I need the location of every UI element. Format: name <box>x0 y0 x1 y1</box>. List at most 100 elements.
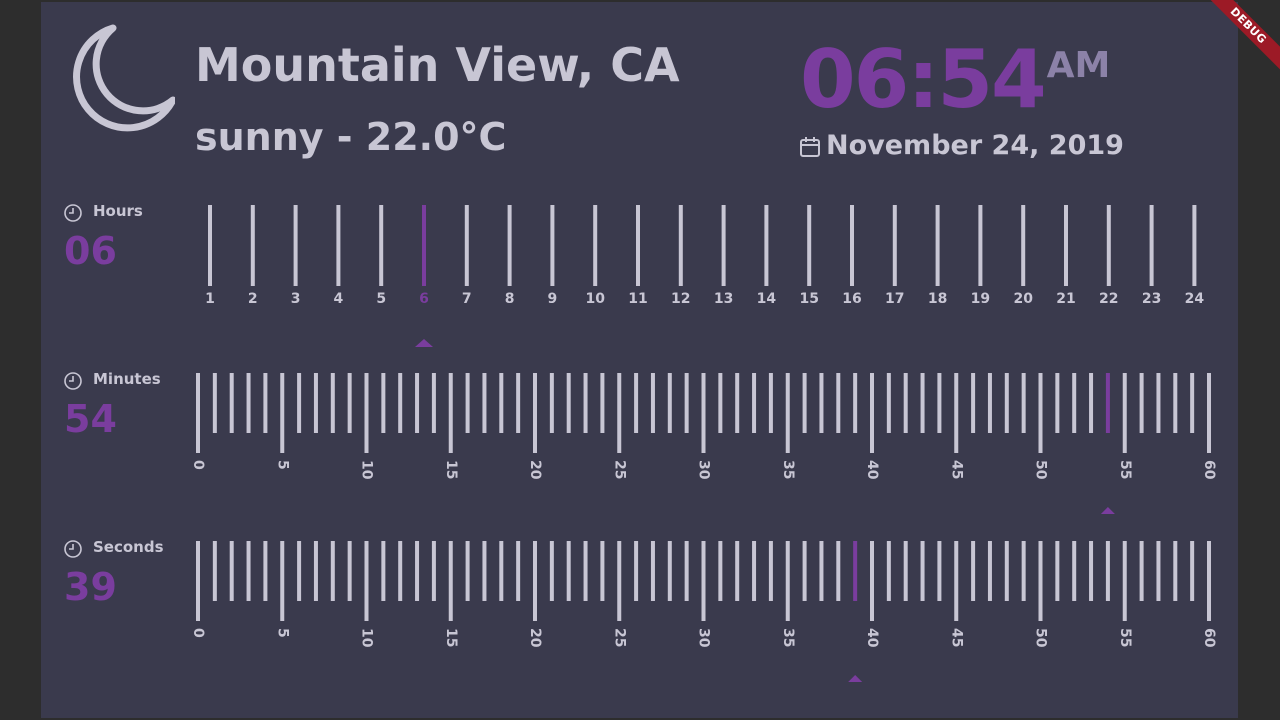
second-tick <box>886 541 891 601</box>
second-tick <box>634 541 639 601</box>
hour-tick <box>678 205 683 286</box>
second-tick <box>718 541 723 601</box>
hour-tick-label: 5 <box>376 291 386 307</box>
minute-tick <box>718 373 723 433</box>
second-tick <box>1173 541 1178 601</box>
second-major-tick <box>954 541 959 621</box>
second-tick <box>1089 541 1094 601</box>
second-tick <box>802 541 807 601</box>
second-tick <box>667 541 672 601</box>
minute-tick <box>1089 373 1094 433</box>
minute-tick <box>229 373 234 433</box>
second-tick <box>1190 541 1195 601</box>
second-major-tick <box>1038 541 1043 621</box>
hour-tick <box>1192 205 1197 286</box>
second-major-tick <box>448 541 453 621</box>
minute-major-tick <box>364 373 369 453</box>
hour-tick <box>336 205 341 286</box>
location-title: Mountain View, CA <box>195 38 680 92</box>
hour-tick <box>293 205 298 286</box>
second-tick-label: 0 <box>190 628 206 638</box>
hour-tick-label: 7 <box>462 291 472 307</box>
minute-tick <box>465 373 470 433</box>
hour-tick-label: 14 <box>757 291 777 307</box>
second-major-tick <box>785 541 790 621</box>
minute-tick-label: 40 <box>864 460 880 480</box>
hour-tick-label: 19 <box>971 291 990 307</box>
hour-tick-label: 18 <box>928 291 947 307</box>
minute-tick-label: 35 <box>780 460 796 479</box>
second-tick <box>853 541 858 601</box>
second-tick <box>212 541 217 601</box>
minute-tick <box>263 373 268 433</box>
minute-tick <box>735 373 740 433</box>
hour-tick <box>935 205 940 286</box>
minute-tick <box>768 373 773 433</box>
second-tick <box>415 541 420 601</box>
hour-tick-label: 11 <box>628 291 647 307</box>
hour-tick <box>1149 205 1154 286</box>
hours-ruler: 1 2 3 4 5 6 7 8 9 10 11 12 13 14 15 16 17 18 19 20 21 22 23 24 <box>205 205 1204 347</box>
hour-tick-label: 13 <box>714 291 733 307</box>
hours-value: 06 <box>64 229 117 273</box>
second-tick <box>347 541 352 601</box>
second-major-tick <box>364 541 369 621</box>
hour-tick-label: 17 <box>885 291 904 307</box>
second-tick-label: 15 <box>443 628 459 647</box>
second-tick <box>482 541 487 601</box>
hour-tick <box>892 205 897 286</box>
second-tick <box>836 541 841 601</box>
minute-major-tick <box>870 373 874 453</box>
minute-tick <box>415 373 420 433</box>
second-tick-label: 5 <box>274 628 290 638</box>
hour-tick-label: 1 <box>205 291 215 307</box>
second-tick-label: 40 <box>864 628 880 648</box>
minute-tick <box>1139 373 1144 433</box>
minute-tick <box>347 373 352 433</box>
minute-tick-label: 30 <box>696 460 712 480</box>
minute-tick-label: 10 <box>359 460 375 480</box>
second-tick <box>819 541 824 601</box>
hour-tick <box>1064 205 1068 286</box>
hour-tick-label: 12 <box>671 291 690 307</box>
minute-tick <box>971 373 976 433</box>
second-tick <box>330 541 335 601</box>
second-tick <box>263 541 268 601</box>
second-major-tick <box>617 541 622 621</box>
hour-tick <box>250 205 255 286</box>
second-tick <box>499 541 504 601</box>
minute-major-tick <box>533 373 537 453</box>
hour-tick-label: 8 <box>505 291 515 307</box>
minute-tick <box>398 373 403 433</box>
second-tick <box>987 541 992 601</box>
second-tick-label: 50 <box>1033 628 1049 648</box>
seconds-value: 39 <box>64 565 117 609</box>
minute-tick <box>853 373 858 433</box>
minute-tick <box>1055 373 1060 433</box>
minute-tick <box>634 373 639 433</box>
minute-tick <box>836 373 841 433</box>
minute-tick <box>684 373 689 433</box>
clock-icon <box>64 204 82 222</box>
hour-tick-label: 15 <box>799 291 818 307</box>
second-tick <box>398 541 403 601</box>
hour-tick <box>636 205 640 286</box>
minute-major-tick <box>1207 373 1211 453</box>
second-tick <box>566 541 571 601</box>
minute-tick <box>920 373 925 433</box>
second-tick-label: 20 <box>527 628 543 648</box>
hour-tick <box>593 205 598 286</box>
hour-tick-label: 2 <box>248 291 258 307</box>
second-tick <box>903 541 908 601</box>
minute-tick-label: 55 <box>1117 460 1133 479</box>
hour-tick <box>550 205 555 286</box>
second-tick <box>297 541 302 601</box>
hour-tick <box>208 205 212 286</box>
second-tick <box>549 541 554 601</box>
minute-tick <box>987 373 992 433</box>
hour-marker <box>415 339 433 347</box>
minute-tick <box>499 373 504 433</box>
second-tick <box>313 541 318 601</box>
minute-tick <box>381 373 386 433</box>
hour-tick <box>807 205 812 286</box>
